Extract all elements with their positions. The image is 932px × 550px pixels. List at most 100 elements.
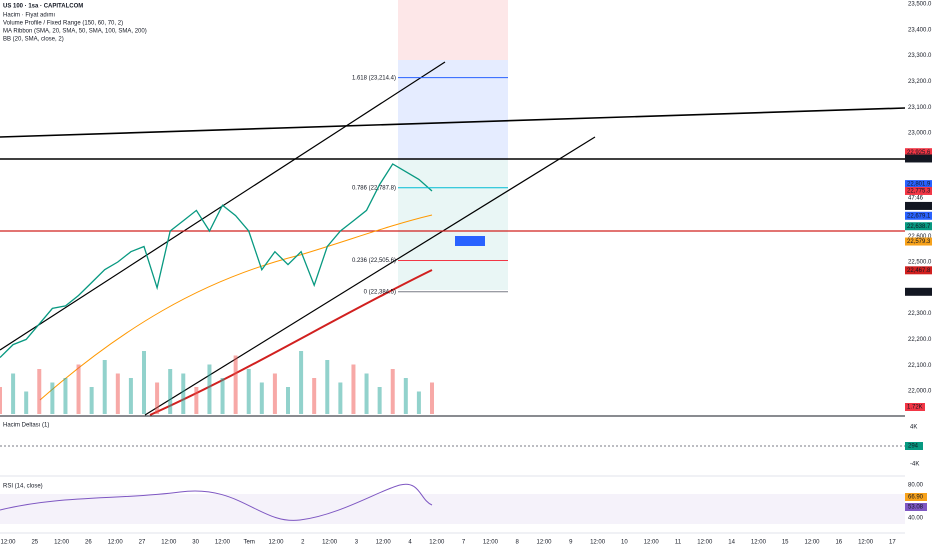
price-tag-label: 22,717.3 <box>907 204 931 210</box>
pane-title: RSI (14, close) <box>3 484 43 490</box>
volume-bar <box>102 360 107 414</box>
time-tick-label: 12:00 <box>536 540 552 546</box>
price-tag-label: 22,384.5 <box>907 289 931 295</box>
time-tick-label: 12:00 <box>644 540 660 546</box>
volume-bar <box>351 364 356 414</box>
rsi-band <box>0 494 905 524</box>
fib-label: 0.236 (22,505.6) <box>352 258 396 264</box>
time-tick-label: 12:00 <box>751 540 767 546</box>
rsi-tick: 40.00 <box>908 516 924 522</box>
fib-label: 1.618 (23,214.4) <box>352 75 396 81</box>
countdown: 47:46 <box>908 196 924 202</box>
time-tick-label: 7 <box>462 540 466 546</box>
rsi-line <box>0 483 433 521</box>
volume-bar <box>11 373 16 414</box>
volume-tag-label: 1.72K <box>907 405 923 411</box>
time-tick-label: Tem <box>244 540 255 546</box>
delta-tick: -4K <box>910 462 919 468</box>
fib-label: 0 (22,384.5) <box>364 289 396 295</box>
time-tick-label: 12:00 <box>0 540 16 546</box>
price-axis <box>905 0 932 550</box>
delta-tick: 4K <box>910 425 917 431</box>
volume-bar <box>338 382 343 414</box>
volume-bar <box>0 387 2 414</box>
volume-bar <box>37 369 42 414</box>
ma-50 <box>39 214 433 401</box>
volume-bar <box>89 387 94 414</box>
volume-bar <box>377 387 382 414</box>
price-line <box>0 163 433 358</box>
price-tick-label: 22,500.0 <box>908 260 932 266</box>
rsi-tick: 80.00 <box>908 483 924 489</box>
delta-tag <box>905 442 923 450</box>
price-tag <box>905 222 932 231</box>
position-marker[interactable] <box>455 236 485 246</box>
time-tick-label: 25 <box>31 540 38 546</box>
price-tag-label: 22,638.7 <box>907 224 931 230</box>
price-tag <box>905 201 932 210</box>
price-tick-label: 22,000.0 <box>908 389 932 395</box>
volume-bar <box>24 391 29 414</box>
price-tag <box>905 180 932 189</box>
price-tick-label: 23,400.0 <box>908 27 932 33</box>
volume-bar <box>325 360 330 414</box>
rsi-tag <box>905 493 927 501</box>
price-tick-label: 22,100.0 <box>908 363 932 369</box>
time-tick-label: 30 <box>192 540 199 546</box>
time-tick-label: 26 <box>85 540 92 546</box>
time-tick-label: 8 <box>516 540 520 546</box>
symbol-title: US 100 · 1sa · CAPITALCOM <box>3 4 83 10</box>
time-tick-label: 15 <box>782 540 789 546</box>
volume-bar <box>416 391 421 414</box>
indicator-label: Hacim · Fiyat adımı <box>3 13 55 19</box>
volume-bar <box>50 382 55 414</box>
volume-bar <box>76 364 81 414</box>
volume-bar <box>194 387 199 414</box>
time-tick-label: 2 <box>301 540 305 546</box>
time-tick-label: 12:00 <box>858 540 874 546</box>
time-tick-label: 3 <box>355 540 359 546</box>
volume-bar <box>63 378 68 414</box>
time-tick-label: 12:00 <box>697 540 713 546</box>
indicator-label: MA Ribbon (SMA, 20, SMA, 50, SMA, 100, S… <box>3 29 147 35</box>
rsi-tag-label: 53.08 <box>908 505 924 511</box>
volume-bar <box>168 369 173 414</box>
volume-bar <box>286 387 290 414</box>
price-tag <box>905 237 932 246</box>
time-tick-label: 27 <box>139 540 146 546</box>
price-tick-label: 23,200.0 <box>908 79 932 85</box>
volume-tag <box>905 403 925 411</box>
price-tag-label: 22,775.3 <box>907 189 931 195</box>
price-tag <box>905 154 932 163</box>
volume-bar <box>220 378 225 414</box>
time-tick-label: 12:00 <box>322 540 338 546</box>
volume-bar <box>115 373 120 414</box>
time-tick-label: 12:00 <box>804 540 820 546</box>
volume-bar <box>430 382 434 414</box>
time-tick-label: 12:00 <box>161 540 177 546</box>
price-tag-label: 22,579.3 <box>907 239 931 245</box>
ma-200 <box>149 269 433 416</box>
price-tag <box>905 211 932 220</box>
price-tick-label: 22,600.0 <box>908 234 932 240</box>
price-tag-label: 22,925.6 <box>907 150 931 156</box>
time-tick-label: 4 <box>408 540 412 546</box>
price-tick-label: 22,300.0 <box>908 311 932 317</box>
rsi-tag-label: 66.90 <box>908 495 924 501</box>
price-tag <box>905 186 932 195</box>
volume-bar <box>155 382 160 414</box>
time-tick-label: 12:00 <box>590 540 606 546</box>
price-tick-label: 23,100.0 <box>908 105 932 111</box>
time-tick-label: 12:00 <box>376 540 392 546</box>
delta-tag-label: 294 <box>908 444 919 450</box>
volume-bar <box>142 351 146 414</box>
trend-line <box>0 107 906 138</box>
time-tick-label: 12:00 <box>108 540 124 546</box>
price-tick-label: 22,200.0 <box>908 337 932 343</box>
price-tag-label: 22,901.3 <box>907 156 931 162</box>
price-tag <box>905 266 932 275</box>
volume-bar <box>390 369 395 414</box>
volume-bar <box>403 378 408 414</box>
